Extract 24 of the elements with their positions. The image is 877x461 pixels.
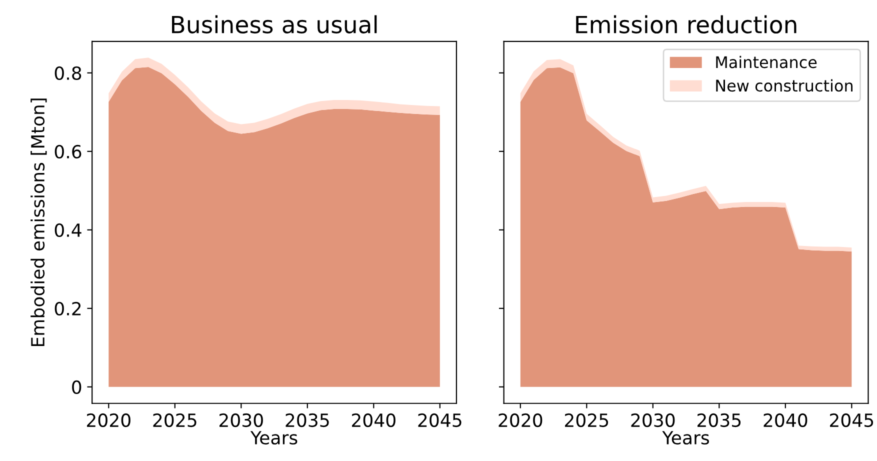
chart-title: Business as usual: [172, 15, 377, 34]
y-tick-label: 0.8: [54, 66, 82, 80]
x-tick-label: 2035: [698, 413, 741, 428]
x-axis-title: Years: [662, 431, 709, 445]
x-tick-label: 2030: [220, 413, 263, 428]
x-tick-label: 2025: [565, 413, 608, 428]
x-tick-label: 2020: [498, 413, 542, 428]
x-tick-label: 2020: [86, 413, 130, 428]
x-tick-label: 2025: [153, 413, 196, 428]
y-tick-label: 0.2: [54, 302, 81, 316]
y-axis-title: Embodied emissions [Mton]: [30, 98, 47, 346]
y-tick-label: 0: [72, 380, 82, 394]
x-tick-label: 2045: [418, 413, 462, 428]
chart-title: Emission reduction: [576, 15, 796, 34]
x-tick-label: 2035: [286, 413, 329, 428]
y-tick-label: 0.6: [54, 144, 82, 159]
x-axis-title: Years: [250, 431, 298, 445]
x-tick-label: 2030: [631, 413, 675, 428]
legend-label: New construction: [716, 79, 852, 92]
x-tick-label: 2045: [830, 413, 874, 428]
legend-label: Maintenance: [716, 56, 817, 68]
x-tick-label: 2040: [352, 413, 396, 428]
y-tick-label: 0.4: [54, 223, 82, 238]
x-tick-label: 2040: [764, 413, 808, 428]
